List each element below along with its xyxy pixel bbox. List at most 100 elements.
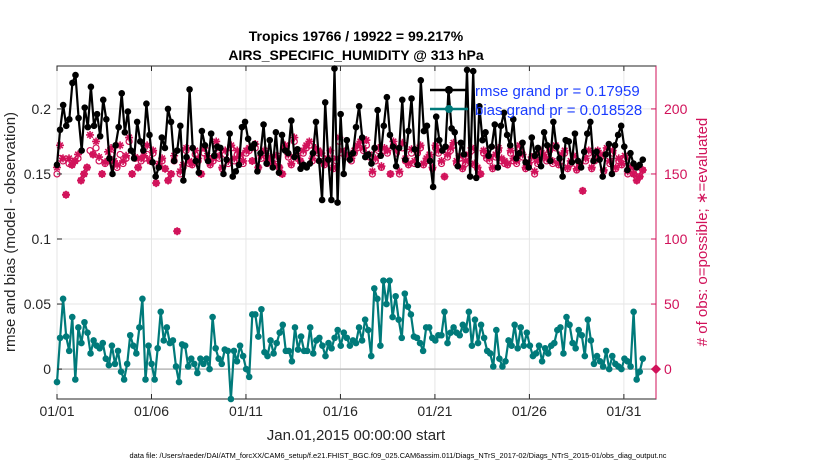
bias-point <box>505 337 512 344</box>
rmse-point <box>346 156 354 163</box>
bias-point <box>602 347 610 355</box>
bias-point <box>605 365 613 373</box>
rmse-point <box>343 136 351 144</box>
rmse-point <box>491 121 499 128</box>
rmse-point <box>482 129 489 136</box>
obs-evaluated-marker <box>92 137 101 146</box>
rmse-point <box>254 168 261 175</box>
bias-point <box>343 334 351 342</box>
bias-point <box>120 376 128 383</box>
bias-point <box>306 324 314 331</box>
rmse-point <box>241 118 249 126</box>
rmse-point <box>528 134 536 141</box>
y-tick-label-right: 50 <box>664 296 680 312</box>
bias-point <box>53 378 61 386</box>
bias-point <box>56 334 64 342</box>
obs-evaluated-marker <box>461 156 470 165</box>
rmse-point <box>207 130 215 137</box>
x-tick-label: 01/06 <box>134 403 169 419</box>
bias-point <box>608 352 616 360</box>
rmse-point <box>577 164 585 171</box>
bias-point <box>377 342 384 349</box>
rmse-point <box>365 151 372 158</box>
legend-bias-marker <box>445 105 453 113</box>
rmse-point <box>590 157 597 165</box>
legend-bias-label: bias grand pr = 0.018528 <box>475 102 642 119</box>
chart-title-line2: AIRS_SPECIFIC_HUMIDITY @ 313 hPa <box>228 47 484 63</box>
rmse-point <box>90 122 98 130</box>
obs-evaluated-marker <box>497 154 506 163</box>
bias-point <box>569 339 576 347</box>
obs-evaluated-marker <box>242 146 251 155</box>
bias-point <box>389 313 396 321</box>
obs-evaluated-marker <box>500 156 509 165</box>
rmse-point <box>149 158 156 166</box>
obs-evaluated-marker <box>422 154 431 163</box>
rmse-point <box>121 129 129 136</box>
bias-point <box>419 347 427 355</box>
rmse-point <box>96 132 104 140</box>
obs-evaluated-marker <box>596 150 605 159</box>
bias-point <box>203 355 210 362</box>
obs-evaluated-marker <box>239 156 248 165</box>
legend-rmse-marker <box>445 86 453 94</box>
obs-evaluated-marker <box>221 146 230 155</box>
bias-point <box>81 318 88 326</box>
x-tick-label: 01/21 <box>417 403 452 419</box>
obs-evaluated-marker <box>65 154 74 163</box>
rmse-point <box>291 153 298 161</box>
bias-point <box>148 360 155 368</box>
bias-point <box>468 342 476 349</box>
obs-evaluated-marker <box>287 159 296 168</box>
bias-point <box>624 357 631 365</box>
bias-point <box>114 347 122 355</box>
rmse-point <box>479 136 486 144</box>
bias-point <box>486 350 494 357</box>
obs-evaluated-marker <box>134 163 143 172</box>
rmse-point <box>161 144 169 152</box>
bias-point <box>309 350 317 357</box>
obs-evaluated-marker <box>119 156 128 165</box>
rmse-point <box>217 144 224 152</box>
bias-point <box>459 321 467 329</box>
bias-point <box>499 363 506 370</box>
rmse-point <box>568 158 576 166</box>
rmse-point <box>266 136 274 144</box>
rmse-point <box>519 139 526 147</box>
obs-evaluated-marker <box>506 146 515 155</box>
bias-point <box>392 292 399 300</box>
obs-evaluated-marker <box>503 159 512 168</box>
bias-point <box>145 342 152 349</box>
bias-point <box>157 308 165 316</box>
obs-evaluated-marker <box>311 143 320 152</box>
obs-evaluated-marker <box>299 146 308 155</box>
rmse-point <box>210 152 218 160</box>
bias-point <box>190 360 198 368</box>
obs-evaluated-marker <box>533 156 542 165</box>
rmse-point <box>627 149 634 157</box>
rmse-point <box>402 156 409 163</box>
rmse-point <box>405 127 412 135</box>
rmse-point <box>398 96 406 104</box>
x-tick-label: 01/26 <box>512 403 547 419</box>
bias-point <box>361 316 369 323</box>
bias-point <box>563 313 570 321</box>
bias-point <box>395 316 403 323</box>
bias-point <box>346 342 354 349</box>
bias-point <box>413 334 421 342</box>
rmse-point <box>488 143 496 150</box>
rmse-point <box>550 118 557 126</box>
bias-point <box>489 363 497 370</box>
rmse-point <box>136 138 144 145</box>
bias-point <box>65 347 73 355</box>
obs-evaluated-marker <box>329 163 338 172</box>
rmse-point <box>103 116 110 123</box>
rmse-point <box>500 109 508 117</box>
obs-evaluated-marker <box>140 151 149 160</box>
bias-point <box>364 326 372 334</box>
bias-point <box>425 324 433 331</box>
bias-point <box>575 326 583 334</box>
obs-evaluated-marker <box>68 160 77 169</box>
obs-evaluated-marker <box>458 163 467 172</box>
rmse-point <box>272 129 280 136</box>
